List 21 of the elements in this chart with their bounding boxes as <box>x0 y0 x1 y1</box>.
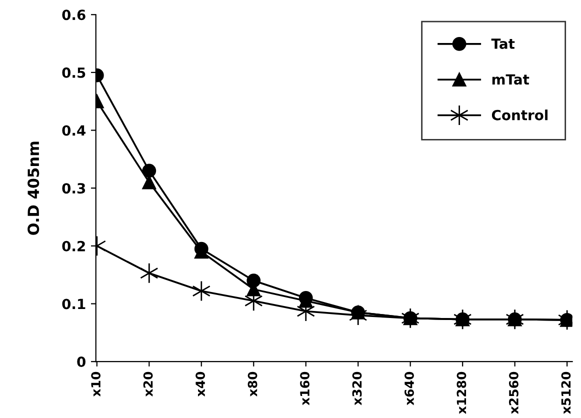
x-tick-label: x20 <box>143 372 153 397</box>
y-axis-title: O.D 405nm <box>28 142 40 235</box>
x-tick-label: x5120 <box>561 372 571 414</box>
y-tick-label: 0 <box>77 356 86 368</box>
y-tick-label: 0.2 <box>62 240 85 252</box>
x-tick-label: x2560 <box>508 372 518 414</box>
x-tick-label: x640 <box>404 372 414 406</box>
y-tick-label: 0.1 <box>62 298 86 310</box>
x-tick-label: x1280 <box>456 372 466 414</box>
y-tick-label: 0.6 <box>62 10 86 20</box>
y-tick-label: 0.5 <box>62 67 86 78</box>
legend-label: Tat <box>491 38 515 49</box>
x-tick-label: x40 <box>196 372 206 397</box>
x-tick-label: x10 <box>91 372 101 397</box>
legend-label: mTat <box>492 74 530 85</box>
y-tick-label: 0.3 <box>62 183 86 194</box>
x-tick-label: x160 <box>300 372 310 406</box>
x-tick-label: x80 <box>248 372 258 397</box>
x-tick-label: x320 <box>352 372 362 406</box>
y-tick-label: 0.4 <box>62 125 86 136</box>
legend-label: Control <box>492 110 548 120</box>
